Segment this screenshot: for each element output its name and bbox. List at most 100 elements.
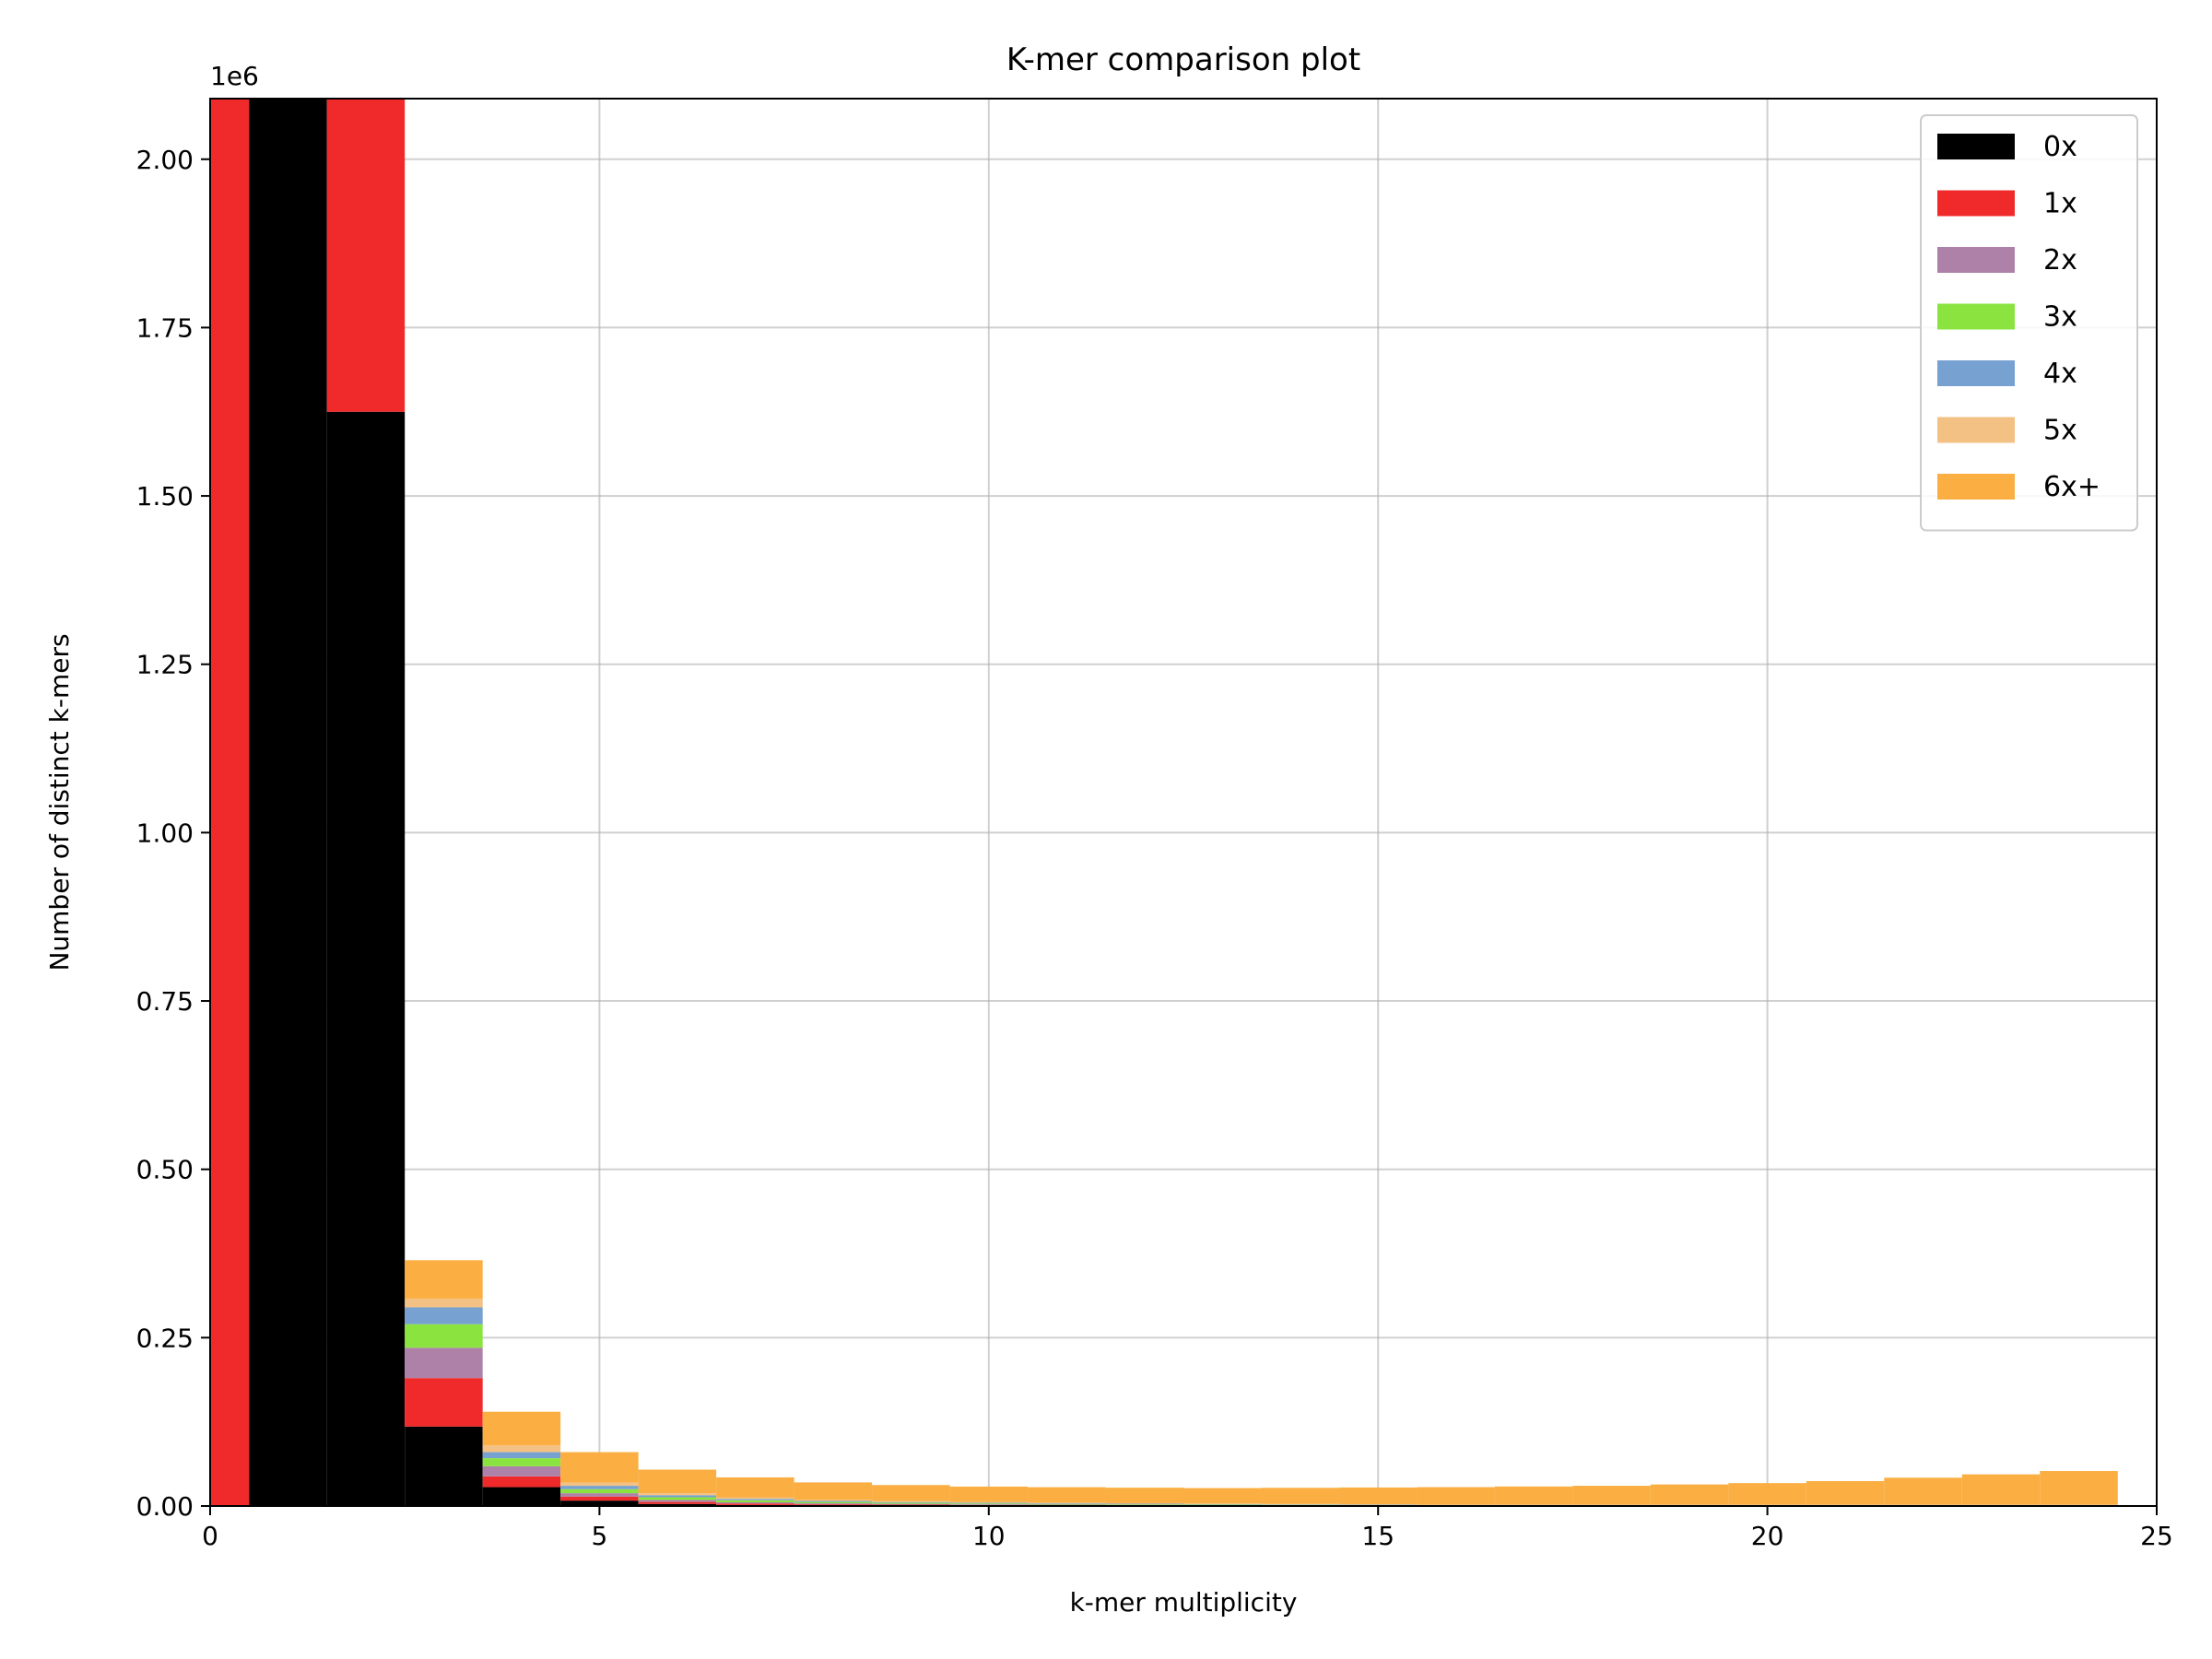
bar-segment-3x <box>872 1502 950 1504</box>
bar-segment-2x <box>794 1503 873 1505</box>
legend: 0x 1x 2x 3x 4x 5x 6x+ <box>1920 114 2138 532</box>
x-tick-label: 0 <box>202 1521 218 1551</box>
legend-label: 3x <box>2043 301 2077 334</box>
bar-segment-2x <box>638 1500 717 1502</box>
y-axis-offset-label: 1e6 <box>210 61 259 91</box>
y-tick-label: 0.50 <box>136 1155 194 1185</box>
bar-segment-1x <box>560 1496 639 1501</box>
legend-swatch <box>1937 190 2015 217</box>
bar-segment-6xplus <box>560 1452 639 1483</box>
bar-segment-6xplus <box>1728 1483 1806 1505</box>
bar-segment-1x <box>794 1504 873 1506</box>
bar-segment-4x <box>1105 1503 1183 1505</box>
legend-label: 1x <box>2043 188 2077 220</box>
legend-label: 0x <box>2043 131 2077 163</box>
bars <box>210 99 2118 1506</box>
bar-segment-5x <box>482 1445 561 1453</box>
y-tick-label: 1.25 <box>136 650 194 680</box>
bar-segment-3x <box>1105 1504 1183 1505</box>
y-tick-label: 0.75 <box>136 986 194 1017</box>
bar-segment-4x <box>1028 1503 1106 1504</box>
bar-segment-5x <box>1028 1502 1106 1504</box>
bar-segment-5x <box>405 1298 483 1308</box>
bar-segment-2x <box>405 1347 483 1379</box>
legend-label: 4x <box>2043 358 2077 390</box>
bar-segment-1x <box>482 1476 561 1488</box>
x-axis-label: k-mer multiplicity <box>1070 1587 1298 1618</box>
bar-segment-6xplus <box>1261 1488 1339 1504</box>
bar-segment-6xplus <box>1650 1484 1729 1505</box>
bar-segment-3x <box>1028 1503 1106 1505</box>
bar-segment-6xplus <box>1028 1487 1106 1503</box>
bar-segment-6xplus <box>872 1485 950 1501</box>
y-axis-label: Number of distinct k-mers <box>44 633 75 971</box>
bar-segment-0x <box>326 411 406 1506</box>
y-tick-label: 1.00 <box>136 818 194 848</box>
bar-segment-1x <box>716 1503 794 1505</box>
y-tick-label: 1.75 <box>136 312 194 343</box>
bar-segment-5x <box>872 1500 950 1502</box>
bar-segment-5x <box>638 1493 717 1496</box>
bar-segment-5x <box>949 1501 1029 1503</box>
bar-segment-6xplus <box>2040 1471 2118 1505</box>
bar-segment-4x <box>794 1500 873 1502</box>
bar-segment-0x <box>560 1500 639 1506</box>
bar-segment-2x <box>1105 1504 1183 1506</box>
y-tick-label: 0.25 <box>136 1323 194 1353</box>
bar-segment-0x <box>482 1487 561 1506</box>
bar-segment-6xplus <box>1417 1487 1495 1505</box>
legend-label: 5x <box>2043 415 2077 447</box>
bar-segment-5x <box>1183 1503 1262 1504</box>
bar-segment-6xplus <box>638 1469 717 1494</box>
bar-segment-2x <box>716 1501 794 1504</box>
bar-segment-6xplus <box>1338 1487 1418 1505</box>
bar-segment-3x <box>405 1324 483 1348</box>
bar-segment-2x <box>560 1493 639 1497</box>
bar-segment-0x <box>638 1503 717 1506</box>
y-tick-label: 2.00 <box>136 145 194 175</box>
bar-segment-6xplus <box>405 1260 483 1299</box>
bar-segment-4x <box>482 1452 561 1459</box>
bar-segment-6xplus <box>1183 1488 1262 1504</box>
x-tick-label: 20 <box>1751 1521 1784 1551</box>
bar-segment-6xplus <box>1105 1488 1183 1503</box>
legend-swatch <box>1937 134 2015 159</box>
bar-segment-3x <box>1183 1504 1262 1505</box>
bar-segment-2x <box>949 1504 1029 1505</box>
bar-segment-2x <box>482 1465 561 1477</box>
x-tick-label: 25 <box>2140 1521 2173 1551</box>
legend-swatch <box>1937 474 2015 500</box>
bar-segment-3x <box>794 1501 873 1504</box>
bar-segment-3x <box>482 1458 561 1466</box>
bar-segment-4x <box>716 1499 794 1500</box>
legend-swatch <box>1937 303 2015 330</box>
axes-frame <box>209 98 2158 1507</box>
legend-swatch <box>1937 247 2015 273</box>
bar-segment-4x <box>560 1486 639 1489</box>
bar-segment-4x <box>638 1495 717 1498</box>
bar-segment-2x <box>872 1503 950 1505</box>
legend-swatch <box>1937 360 2015 386</box>
bar-segment-3x <box>949 1503 1029 1505</box>
bar-segment-1x <box>872 1504 950 1506</box>
bar-segment-3x <box>560 1488 639 1494</box>
bar-segment-5x <box>716 1497 794 1500</box>
bar-segment-6xplus <box>716 1477 794 1498</box>
bar-segment-6xplus <box>1961 1474 2041 1505</box>
bar-segment-3x <box>638 1497 717 1500</box>
bar-segment-1x <box>326 99 406 412</box>
legend-label: 2x <box>2043 244 2077 276</box>
legend-swatch <box>1937 417 2015 443</box>
bar-segment-3x <box>716 1500 794 1502</box>
bar-segment-4x <box>949 1502 1029 1504</box>
bar-segment-6xplus <box>1494 1486 1573 1505</box>
x-tick-label: 10 <box>972 1521 1006 1551</box>
bar-segment-4x <box>405 1307 483 1324</box>
bar-segment-5x <box>560 1482 639 1487</box>
bar-segment-2x <box>1028 1504 1106 1506</box>
bar-segment-6xplus <box>482 1411 561 1446</box>
chart-title: K-mer comparison plot <box>1006 41 1360 78</box>
bar-segment-1x <box>210 99 250 1506</box>
bar-segment-6xplus <box>1806 1480 1885 1505</box>
